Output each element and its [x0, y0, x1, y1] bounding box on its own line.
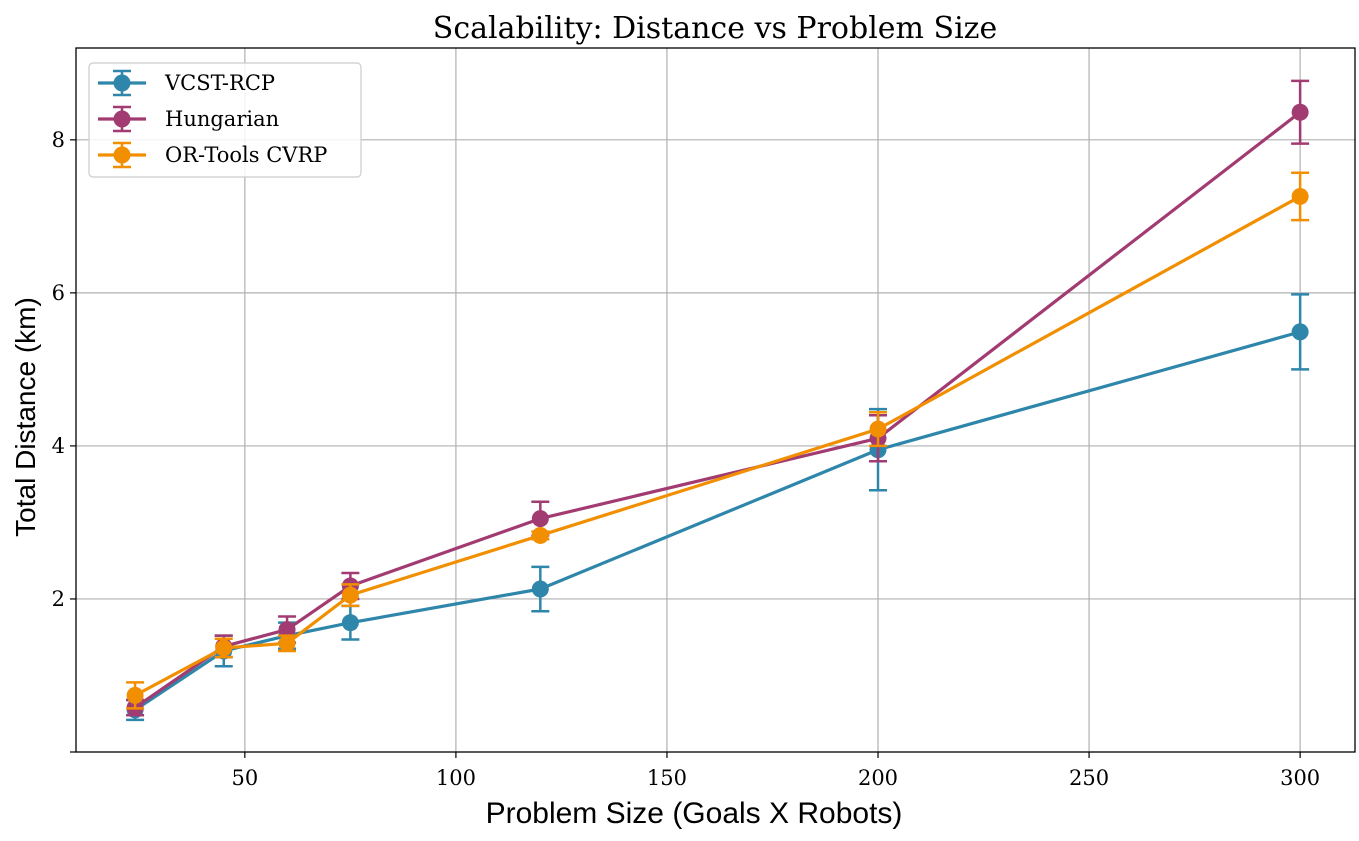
data-point	[215, 639, 233, 657]
data-point	[341, 586, 359, 604]
x-tick-label: 300	[1280, 766, 1320, 790]
series-layer	[126, 79, 1310, 722]
legend-item: Hungarian	[98, 105, 279, 133]
y-tick-label: 6	[52, 281, 65, 305]
x-axis-label: Problem Size (Goals X Robots)	[486, 797, 903, 830]
chart-title: Scalability: Distance vs Problem Size	[433, 11, 997, 46]
data-point	[531, 580, 549, 598]
grid	[76, 48, 1355, 752]
y-tick-label: 2	[52, 587, 65, 611]
data-point	[531, 526, 549, 544]
data-point	[1291, 187, 1309, 205]
x-tick-label: 150	[647, 766, 687, 790]
data-point	[341, 614, 359, 632]
data-point	[278, 621, 296, 639]
series-2	[126, 171, 1310, 710]
legend: VCST-RCP Hungarian OR-Tools CVRP	[88, 62, 362, 178]
y-tick-label: 8	[52, 128, 65, 152]
plot-frame	[75, 47, 1356, 753]
legend-item: VCST-RCP	[98, 69, 275, 97]
y-tick-label: 4	[52, 434, 65, 458]
legend-marker	[113, 110, 131, 128]
x-tick-label: 250	[1069, 766, 1109, 790]
data-point	[869, 420, 887, 438]
axes: 50 100 150 200 250 300 2 4 6 8	[52, 128, 1321, 790]
legend-box	[88, 62, 362, 178]
data-point	[1291, 103, 1309, 121]
legend-marker	[113, 74, 131, 92]
legend-marker	[113, 146, 131, 164]
data-point	[126, 686, 144, 704]
data-point	[531, 510, 549, 528]
x-tick-label: 100	[436, 766, 476, 790]
x-tick-label: 50	[231, 766, 258, 790]
legend-item: OR-Tools CVRP	[98, 141, 327, 169]
data-point	[1291, 323, 1309, 341]
y-axis-label: Total Distance (km)	[10, 297, 41, 537]
legend-label: Hungarian	[165, 107, 279, 131]
data-point	[278, 634, 296, 652]
legend-label: OR-Tools CVRP	[165, 143, 327, 167]
legend-label: VCST-RCP	[164, 71, 275, 95]
x-tick-label: 200	[858, 766, 898, 790]
